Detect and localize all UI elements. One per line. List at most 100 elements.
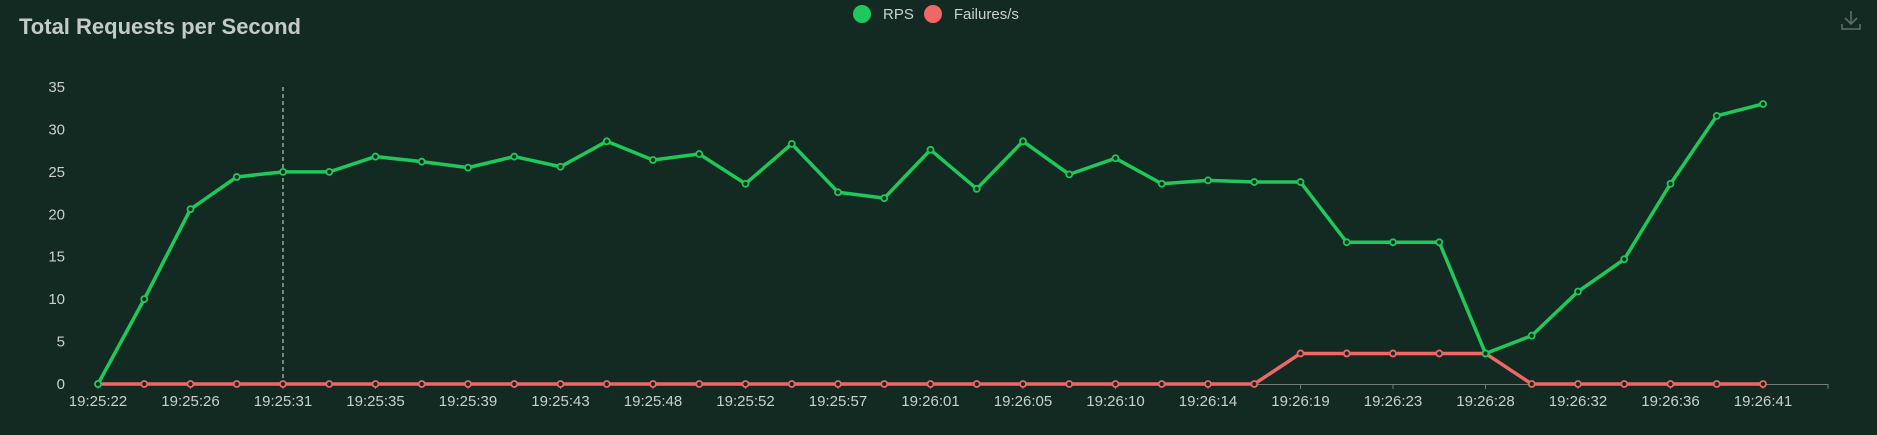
data-point-rps xyxy=(1342,238,1351,247)
data-point-failures xyxy=(602,380,611,388)
x-tick-label: 19:25:48 xyxy=(624,393,682,410)
data-point-failures xyxy=(279,380,287,388)
data-point-failures xyxy=(1296,349,1305,358)
y-tick-label: 25 xyxy=(48,164,65,181)
data-point-failures xyxy=(1389,349,1397,358)
data-point-failures xyxy=(232,380,241,388)
legend-item-failures[interactable]: Failures/s xyxy=(923,5,1019,23)
data-point-failures xyxy=(510,380,519,388)
data-point-rps xyxy=(279,167,287,176)
legend-marker-failures xyxy=(923,5,942,23)
data-point-failures xyxy=(371,380,380,388)
data-point-rps xyxy=(1389,238,1397,247)
data-point-failures xyxy=(140,380,149,388)
data-point-failures xyxy=(186,380,195,388)
data-point-failures xyxy=(1157,380,1166,388)
y-tick-label: 35 xyxy=(48,79,65,96)
x-tick-label: 19:25:22 xyxy=(69,393,127,410)
x-tick-label: 19:25:39 xyxy=(439,393,497,410)
data-point-failures xyxy=(1712,380,1721,388)
data-point-rps xyxy=(649,156,657,164)
data-point-rps xyxy=(140,295,149,304)
data-point-rps xyxy=(926,145,935,154)
data-point-failures xyxy=(1204,380,1212,388)
data-point-rps xyxy=(787,139,796,148)
data-point-failures xyxy=(325,380,334,388)
data-point-failures xyxy=(1435,349,1444,358)
data-point-failures xyxy=(1574,380,1582,388)
data-point-failures xyxy=(787,380,796,388)
data-point-failures xyxy=(972,380,981,388)
data-point-rps xyxy=(1296,178,1305,186)
x-tick-label: 19:26:19 xyxy=(1271,393,1329,410)
download-icon[interactable] xyxy=(1839,8,1863,32)
chart-legend: RPS Failures/s xyxy=(853,5,1019,23)
data-point-rps xyxy=(834,188,842,197)
y-tick-label: 5 xyxy=(57,334,65,351)
data-point-rps xyxy=(371,152,380,161)
data-point-rps xyxy=(232,173,241,181)
x-tick-label: 19:25:35 xyxy=(346,393,404,410)
data-point-rps xyxy=(1620,255,1629,264)
x-tick-label: 19:25:57 xyxy=(809,393,867,410)
data-point-rps xyxy=(1065,170,1074,179)
data-point-rps xyxy=(1250,178,1259,186)
data-point-rps xyxy=(880,194,889,203)
data-point-rps xyxy=(1481,349,1490,358)
data-point-rps xyxy=(556,162,565,171)
data-point-rps xyxy=(1527,331,1536,340)
data-point-rps xyxy=(464,163,472,172)
data-point-rps xyxy=(1666,179,1675,188)
data-point-rps xyxy=(1019,137,1027,146)
data-point-failures xyxy=(556,380,565,388)
x-tick-label: 19:26:05 xyxy=(994,393,1052,410)
data-point-rps xyxy=(1204,176,1212,185)
x-tick-label: 19:25:26 xyxy=(161,393,219,410)
data-point-failures xyxy=(1620,380,1629,388)
data-point-rps xyxy=(972,184,981,193)
x-tick-label: 19:25:31 xyxy=(254,393,312,410)
legend-item-rps[interactable]: RPS xyxy=(853,5,914,23)
x-tick-label: 19:26:32 xyxy=(1549,393,1607,410)
data-point-failures xyxy=(1666,380,1675,388)
data-point-rps xyxy=(695,150,704,158)
x-tick-label: 19:26:41 xyxy=(1734,393,1792,410)
data-point-rps xyxy=(1157,179,1166,188)
data-point-failures xyxy=(1759,380,1767,388)
data-point-rps xyxy=(186,205,195,214)
legend-marker-rps xyxy=(853,5,871,23)
data-point-rps xyxy=(1435,238,1444,247)
data-point-failures xyxy=(926,380,935,388)
x-tick-label: 19:26:36 xyxy=(1641,393,1699,410)
x-tick-label: 19:26:10 xyxy=(1086,393,1144,410)
x-tick-label: 19:26:01 xyxy=(901,393,959,410)
data-point-failures xyxy=(1111,380,1120,388)
x-tick-label: 19:26:23 xyxy=(1364,393,1422,410)
data-point-rps xyxy=(1759,100,1767,108)
data-point-rps xyxy=(94,380,102,388)
x-tick-label: 19:26:14 xyxy=(1179,393,1237,410)
data-point-failures xyxy=(1527,380,1536,388)
legend-label-rps: RPS xyxy=(883,5,914,23)
y-tick-label: 15 xyxy=(48,249,65,266)
series-line-failures xyxy=(98,351,1763,386)
data-point-failures xyxy=(417,380,426,388)
x-tick-label: 19:25:43 xyxy=(531,393,589,410)
y-tick-label: 0 xyxy=(57,376,65,393)
data-point-rps xyxy=(1111,154,1120,163)
data-point-failures xyxy=(880,380,889,388)
x-tick-label: 19:26:28 xyxy=(1456,393,1514,410)
data-point-rps xyxy=(510,152,519,161)
y-tick-label: 20 xyxy=(48,206,65,223)
chart-title: Total Requests per Second xyxy=(19,14,301,39)
legend-label-failures: Failures/s xyxy=(953,5,1019,23)
data-point-rps xyxy=(602,137,611,146)
data-point-rps xyxy=(1712,111,1721,120)
data-point-rps xyxy=(1574,287,1582,296)
data-point-failures xyxy=(834,380,842,388)
data-point-failures xyxy=(464,380,472,388)
y-tick-label: 30 xyxy=(48,121,65,138)
data-point-rps xyxy=(741,179,750,188)
y-tick-label: 10 xyxy=(48,291,65,308)
